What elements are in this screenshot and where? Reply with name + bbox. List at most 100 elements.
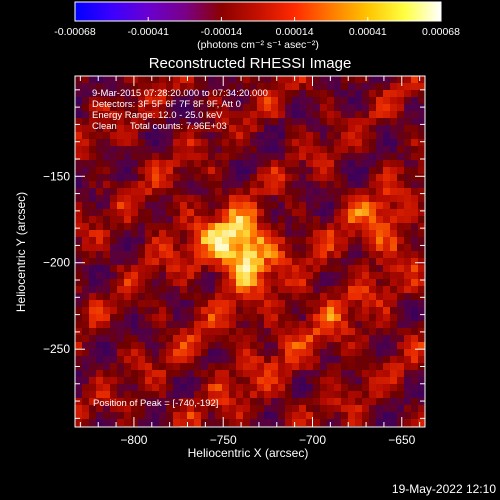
heatmap-cell — [243, 83, 250, 90]
heatmap-cell — [222, 188, 229, 195]
heatmap-cell — [131, 398, 138, 405]
heatmap-cell — [264, 104, 271, 111]
heatmap-cell — [89, 398, 96, 405]
heatmap-cell — [75, 335, 82, 342]
heatmap-cell — [110, 202, 117, 209]
heatmap-cell — [264, 111, 271, 118]
heatmap-cell — [75, 83, 82, 90]
heatmap-cell — [166, 363, 173, 370]
heatmap-cell — [411, 328, 418, 335]
heatmap-cell — [334, 328, 341, 335]
heatmap-cell — [285, 223, 292, 230]
heatmap-cell — [320, 118, 327, 125]
heatmap-cell — [89, 174, 96, 181]
heatmap-cell — [187, 118, 194, 125]
heatmap-cell — [411, 132, 418, 139]
heatmap-cell — [75, 90, 82, 97]
heatmap-cell — [327, 300, 334, 307]
heatmap-cell — [215, 258, 222, 265]
heatmap-cell — [341, 195, 348, 202]
heatmap-cell — [355, 230, 362, 237]
heatmap-cell — [320, 90, 327, 97]
heatmap-cell — [208, 111, 215, 118]
heatmap-cell — [320, 188, 327, 195]
heatmap-cell — [103, 181, 110, 188]
heatmap-cell — [320, 251, 327, 258]
heatmap-cell — [299, 153, 306, 160]
heatmap-cell — [285, 104, 292, 111]
heatmap-cell — [117, 153, 124, 160]
heatmap-cell — [292, 125, 299, 132]
heatmap-cell — [334, 363, 341, 370]
heatmap-cell — [341, 321, 348, 328]
heatmap-cell — [131, 384, 138, 391]
heatmap-cell — [348, 230, 355, 237]
heatmap-cell — [124, 307, 131, 314]
heatmap-cell — [369, 307, 376, 314]
heatmap-cell — [376, 391, 383, 398]
heatmap-cell — [313, 349, 320, 356]
heatmap-cell — [292, 160, 299, 167]
heatmap-cell — [250, 321, 257, 328]
heatmap-cell — [369, 335, 376, 342]
heatmap-cell — [362, 216, 369, 223]
heatmap-cell — [103, 111, 110, 118]
heatmap-cell — [390, 104, 397, 111]
heatmap-cell — [362, 202, 369, 209]
heatmap-cell — [117, 307, 124, 314]
heatmap-cell — [369, 384, 376, 391]
heatmap-cell — [166, 146, 173, 153]
heatmap-cell — [208, 90, 215, 97]
y-axis-label: Heliocentric Y (arcsec) — [14, 192, 28, 312]
heatmap-cell — [173, 279, 180, 286]
heatmap-cell — [404, 125, 411, 132]
heatmap-cell — [243, 167, 250, 174]
heatmap-cell — [243, 279, 250, 286]
heatmap-cell — [390, 300, 397, 307]
heatmap-cell — [110, 118, 117, 125]
heatmap-cell — [110, 321, 117, 328]
heatmap-cell — [355, 265, 362, 272]
heatmap-cell — [327, 209, 334, 216]
heatmap-cell — [257, 405, 264, 412]
heatmap-cell — [229, 83, 236, 90]
heatmap-cell — [208, 167, 215, 174]
heatmap-cell — [96, 363, 103, 370]
heatmap-cell — [145, 139, 152, 146]
heatmap-cell — [138, 125, 145, 132]
heatmap-cell — [390, 412, 397, 419]
heatmap-cell — [138, 195, 145, 202]
heatmap-cell — [152, 405, 159, 412]
heatmap-cell — [215, 342, 222, 349]
heatmap-cell — [292, 314, 299, 321]
heatmap-cell — [313, 342, 320, 349]
heatmap-cell — [110, 307, 117, 314]
heatmap-cell — [320, 167, 327, 174]
heatmap-cell — [313, 377, 320, 384]
heatmap-cell — [131, 244, 138, 251]
heatmap-cell — [334, 384, 341, 391]
heatmap-cell — [278, 307, 285, 314]
heatmap-cell — [117, 174, 124, 181]
heatmap-cell — [173, 419, 180, 426]
heatmap-cell — [292, 251, 299, 258]
heatmap-cell — [208, 405, 215, 412]
heatmap-cell — [236, 237, 243, 244]
heatmap-cell — [418, 258, 425, 265]
heatmap-cell — [159, 349, 166, 356]
heatmap-cell — [411, 405, 418, 412]
heatmap-cell — [194, 328, 201, 335]
heatmap-cell — [138, 405, 145, 412]
heatmap-cell — [145, 223, 152, 230]
heatmap-cell — [145, 307, 152, 314]
heatmap-cell — [313, 405, 320, 412]
heatmap-cell — [131, 342, 138, 349]
heatmap-cell — [271, 244, 278, 251]
heatmap-cell — [320, 181, 327, 188]
heatmap-cell — [418, 237, 425, 244]
heatmap-cell — [131, 370, 138, 377]
heatmap-cell — [110, 132, 117, 139]
heatmap-cell — [131, 272, 138, 279]
heatmap-cell — [180, 139, 187, 146]
heatmap-cell — [131, 167, 138, 174]
